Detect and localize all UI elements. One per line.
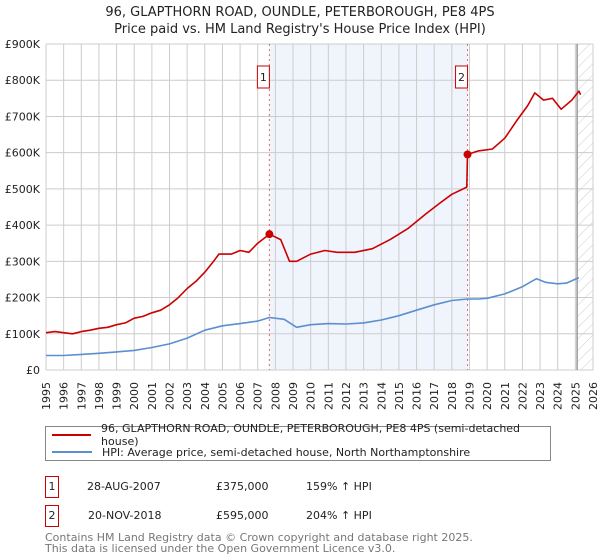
legend-swatch-blue	[52, 451, 92, 453]
x-tick-label: 2017	[428, 382, 441, 410]
x-tick-label: 2007	[252, 382, 265, 410]
x-tick-label: 2009	[287, 382, 300, 410]
y-tick-label: £700K	[5, 110, 41, 123]
annotation-box	[256, 65, 270, 89]
x-tick-label: 2023	[534, 382, 547, 410]
x-tick-label: 2026	[587, 382, 600, 410]
transaction-hpi-change: 159% ↑ HPI	[306, 480, 372, 493]
x-tick-label: 2003	[181, 382, 194, 410]
y-tick-label: £400K	[5, 219, 41, 232]
x-tick-label: 2024	[552, 382, 565, 410]
y-tick-label: £500K	[5, 183, 41, 196]
transaction-date: 20-NOV-2018	[88, 509, 162, 522]
x-tick-label: 2019	[463, 382, 476, 410]
x-tick-label: 2021	[499, 382, 512, 410]
x-tick-label: 2001	[146, 382, 159, 410]
marker-badge: 1	[45, 476, 59, 498]
y-tick-label: £200K	[5, 292, 41, 305]
forecast-hatch	[577, 44, 593, 370]
x-tick-label: 2016	[411, 382, 424, 410]
x-tick-label: 2025	[569, 382, 582, 410]
x-tick-label: 2020	[481, 382, 494, 410]
price-chart: 1995 1996 1997 1998 1999 2000 2001 2002 2003 2004…	[5, 38, 600, 410]
transaction-hpi-change: 204% ↑ HPI	[306, 509, 372, 522]
x-tick-label: 2014	[375, 382, 388, 410]
transaction-price: £595,000	[216, 509, 269, 522]
chart-title: 96, GLAPTHORN ROAD, OUNDLE, PETERBOROUGH…	[105, 5, 495, 20]
transaction-price: £375,000	[216, 480, 269, 493]
footer-licence: This data is licensed under the Open Gov…	[45, 542, 396, 555]
legend-swatch-red	[52, 434, 92, 436]
legend-label-property: 96, GLAPTHORN ROAD, OUNDLE, PETERBOROUGH…	[101, 422, 521, 448]
x-tick-label: 2004	[199, 382, 212, 410]
y-tick-label: £0	[26, 364, 40, 377]
x-tick-label: 1997	[75, 382, 88, 410]
annotation-box	[455, 65, 469, 89]
sale-point	[463, 150, 472, 159]
x-tick-label: 2013	[358, 382, 371, 410]
legend-item-hpi: HPI: Average price, semi-detached house,…	[52, 444, 470, 460]
x-tick-label: 2018	[446, 382, 459, 410]
chart-subtitle: Price paid vs. HM Land Registry's House …	[114, 22, 486, 37]
transaction-row: 2 20-NOV-2018 £595,000 204% ↑ HPI	[45, 505, 545, 527]
property-price-line	[45, 90, 582, 335]
x-tick-label: 2010	[305, 382, 318, 410]
sale-point	[265, 230, 274, 239]
x-tick-label: 2015	[393, 382, 406, 410]
footer-copyright: Contains HM Land Registry data © Crown c…	[45, 531, 473, 544]
x-tick-label: 2012	[340, 382, 353, 410]
transaction-date: 28-AUG-2007	[87, 480, 161, 493]
x-tick-label: 2006	[234, 382, 247, 410]
x-tick-label: 2000	[128, 382, 141, 410]
annotation-label: 1	[260, 71, 267, 84]
hpi-line	[46, 276, 580, 357]
y-tick-label: £800K	[5, 74, 41, 87]
annotation-label: 2	[458, 71, 465, 84]
x-tick-label: 1998	[93, 382, 106, 410]
y-tick-label: £900K	[5, 38, 41, 51]
x-tick-label: 1999	[111, 382, 124, 410]
x-tick-label: 2022	[516, 382, 529, 410]
y-tick-label: £100K	[5, 328, 41, 341]
x-tick-label: 1996	[58, 382, 71, 410]
ownership-period-shade	[269, 44, 468, 370]
legend-item-property: 96, GLAPTHORN ROAD, OUNDLE, PETERBOROUGH…	[52, 422, 550, 448]
marker-badge: 2	[45, 505, 59, 527]
y-tick-label: £300K	[5, 255, 41, 268]
transaction-row: 1 28-AUG-2007 £375,000 159% ↑ HPI	[45, 476, 545, 498]
legend-label-hpi: HPI: Average price, semi-detached house,…	[102, 445, 471, 459]
x-tick-label: 2002	[164, 382, 177, 410]
x-tick-label: 2005	[216, 382, 229, 410]
x-tick-label: 2011	[322, 382, 335, 410]
legend: 96, GLAPTHORN ROAD, OUNDLE, PETERBOROUGH…	[45, 422, 551, 461]
x-tick-label: 2008	[269, 382, 282, 410]
y-tick-label: £600K	[5, 147, 41, 160]
x-tick-label: 1995	[40, 382, 53, 410]
